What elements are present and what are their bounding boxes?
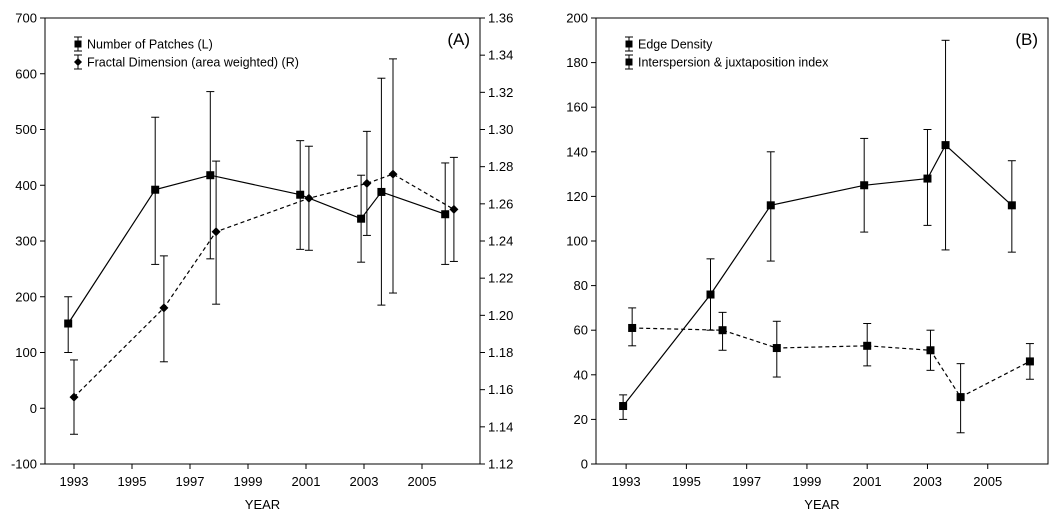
- data-point: [863, 341, 872, 350]
- data-point: [388, 169, 398, 179]
- data-point: [619, 402, 628, 411]
- data-point: [211, 227, 221, 237]
- data-point: [956, 393, 965, 402]
- data-point: [206, 171, 215, 180]
- x-tick-label: 2001: [292, 474, 321, 489]
- x-tick-label: 2003: [913, 474, 942, 489]
- x-tick-label: 1999: [234, 474, 263, 489]
- y-tick-label-left: 400: [15, 178, 37, 193]
- y-tick-label-left: -100: [11, 457, 37, 472]
- x-tick-label: 2001: [853, 474, 882, 489]
- panel-label: (A): [447, 30, 470, 49]
- legend-marker: [74, 58, 82, 66]
- x-tick-label: 1995: [672, 474, 701, 489]
- x-axis-label: YEAR: [804, 497, 839, 512]
- y-tick-label-right: 1.36: [488, 11, 513, 26]
- data-point: [926, 346, 935, 355]
- y-tick-label-left: 60: [574, 323, 588, 338]
- x-tick-label: 1997: [732, 474, 761, 489]
- data-point: [772, 344, 781, 353]
- plot-frame: [595, 17, 1049, 465]
- y-tick-label-right: 1.14: [488, 419, 513, 434]
- data-point: [941, 141, 950, 150]
- series-line: [632, 327, 1031, 398]
- data-point: [923, 174, 932, 183]
- data-point: [357, 214, 366, 223]
- data-point: [1007, 201, 1016, 210]
- data-point: [628, 323, 637, 332]
- y-tick-label-right: 1.22: [488, 271, 513, 286]
- legend-marker: [74, 40, 82, 48]
- y-tick-label-right: 1.26: [488, 196, 513, 211]
- panel-label: (B): [1015, 30, 1038, 49]
- legend-label: Edge Density: [638, 38, 713, 52]
- data-point: [706, 290, 715, 299]
- x-tick-label: 1999: [792, 474, 821, 489]
- data-point: [718, 326, 727, 335]
- data-point: [304, 193, 314, 203]
- y-tick-label-right: 1.30: [488, 122, 513, 137]
- y-tick-label-right: 1.24: [488, 234, 513, 249]
- x-tick-label: 2005: [973, 474, 1002, 489]
- y-tick-label-left: 180: [566, 55, 588, 70]
- data-point: [449, 204, 459, 214]
- y-tick-label-left: 200: [566, 11, 588, 26]
- x-tick-label: 2005: [408, 474, 437, 489]
- y-tick-label-left: 0: [581, 457, 588, 472]
- y-tick-label-left: 100: [15, 345, 37, 360]
- y-tick-label-right: 1.18: [488, 345, 513, 360]
- x-tick-label: 2003: [350, 474, 379, 489]
- y-tick-label-left: 120: [566, 189, 588, 204]
- legend-label: Fractal Dimension (area weighted) (R): [87, 56, 299, 70]
- data-point: [151, 185, 160, 194]
- y-tick-label-left: 200: [15, 289, 37, 304]
- y-tick-label-left: 500: [15, 122, 37, 137]
- y-tick-label-right: 1.34: [488, 48, 513, 63]
- data-point: [766, 201, 775, 210]
- x-tick-label: 1997: [176, 474, 205, 489]
- data-point: [64, 319, 73, 328]
- series-line: [622, 144, 1013, 407]
- y-tick-label-left: 700: [15, 11, 37, 26]
- data-point: [1025, 357, 1034, 366]
- y-tick-label-left: 100: [566, 234, 588, 249]
- y-tick-label-left: 20: [574, 412, 588, 427]
- data-point: [362, 178, 372, 188]
- y-tick-label-right: 1.20: [488, 308, 513, 323]
- y-tick-label-left: 160: [566, 100, 588, 115]
- y-tick-label-right: 1.28: [488, 159, 513, 174]
- x-tick-label: 1993: [612, 474, 641, 489]
- y-tick-label-right: 1.16: [488, 382, 513, 397]
- legend-label: Number of Patches (L): [87, 38, 213, 52]
- data-point: [441, 210, 450, 219]
- y-tick-label-right: 1.32: [488, 85, 513, 100]
- y-tick-label-left: 600: [15, 66, 37, 81]
- legend-marker: [625, 40, 633, 48]
- y-tick-label-left: 140: [566, 144, 588, 159]
- x-tick-label: 1995: [118, 474, 147, 489]
- y-tick-label-left: 0: [30, 401, 37, 416]
- data-point: [159, 303, 169, 313]
- data-point: [377, 187, 386, 196]
- legend-label: Interspersion & juxtaposition index: [638, 56, 829, 70]
- y-tick-label-left: 40: [574, 367, 588, 382]
- data-point: [296, 190, 305, 199]
- x-axis-label: YEAR: [245, 497, 280, 512]
- legend-marker: [625, 58, 633, 66]
- y-tick-label-right: 1.12: [488, 457, 513, 472]
- y-tick-label-left: 80: [574, 278, 588, 293]
- data-point: [69, 392, 79, 402]
- data-point: [860, 181, 869, 190]
- x-tick-label: 1993: [60, 474, 89, 489]
- y-tick-label-left: 300: [15, 234, 37, 249]
